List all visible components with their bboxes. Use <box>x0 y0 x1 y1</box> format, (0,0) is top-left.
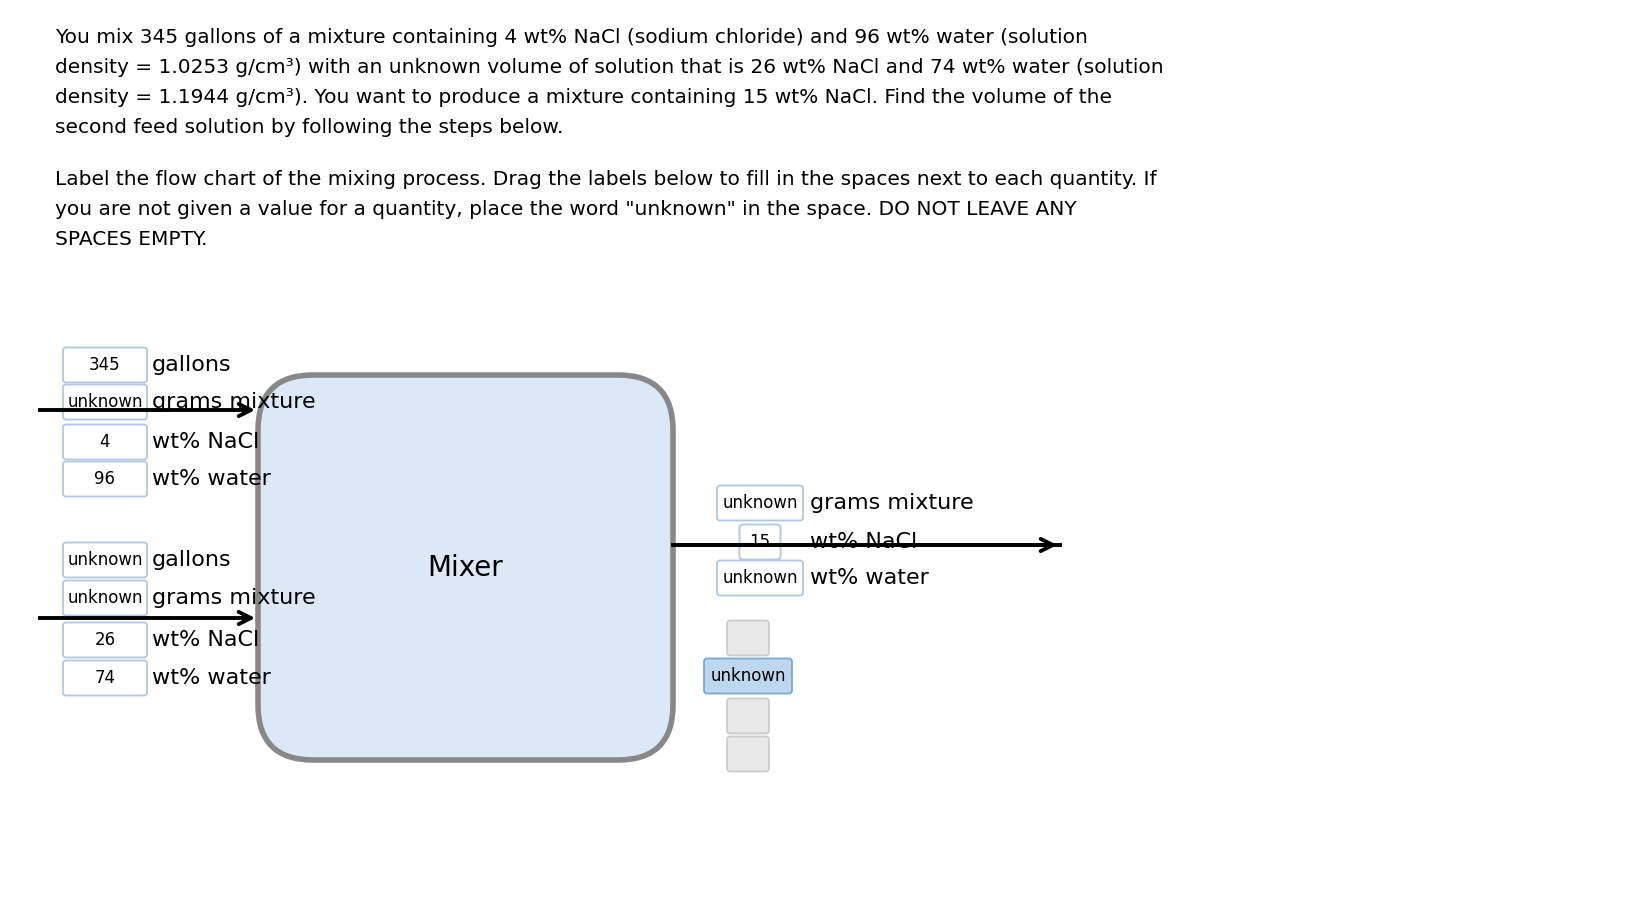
Text: Label the flow chart of the mixing process. Drag the labels below to fill in the: Label the flow chart of the mixing proce… <box>55 170 1156 189</box>
Text: unknown: unknown <box>67 589 143 607</box>
FancyBboxPatch shape <box>717 485 802 521</box>
Text: wt% NaCl: wt% NaCl <box>152 630 259 650</box>
Text: wt% water: wt% water <box>810 568 929 588</box>
Text: gallons: gallons <box>152 550 231 570</box>
FancyBboxPatch shape <box>738 525 781 559</box>
FancyBboxPatch shape <box>64 543 147 578</box>
FancyBboxPatch shape <box>64 623 147 657</box>
Text: you are not given a value for a quantity, place the word "unknown" in the space.: you are not given a value for a quantity… <box>55 200 1076 219</box>
FancyBboxPatch shape <box>727 699 768 734</box>
Text: gallons: gallons <box>152 355 231 375</box>
Text: SPACES EMPTY.: SPACES EMPTY. <box>55 230 207 249</box>
Text: grams mixture: grams mixture <box>152 392 316 412</box>
Text: 26: 26 <box>95 631 116 649</box>
Text: 96: 96 <box>95 470 116 488</box>
Text: density = 1.1944 g/cm³). You want to produce a mixture containing 15 wt% NaCl. F: density = 1.1944 g/cm³). You want to pro… <box>55 88 1112 107</box>
Text: Mixer: Mixer <box>427 554 504 581</box>
Text: You mix 345 gallons of a mixture containing 4 wt% NaCl (sodium chloride) and 96 : You mix 345 gallons of a mixture contain… <box>55 28 1087 47</box>
Text: 345: 345 <box>90 356 121 374</box>
FancyBboxPatch shape <box>704 658 792 693</box>
FancyBboxPatch shape <box>258 375 673 760</box>
FancyBboxPatch shape <box>64 580 147 615</box>
FancyBboxPatch shape <box>727 621 768 656</box>
Text: unknown: unknown <box>722 569 797 587</box>
FancyBboxPatch shape <box>64 425 147 459</box>
Text: second feed solution by following the steps below.: second feed solution by following the st… <box>55 118 562 137</box>
FancyBboxPatch shape <box>64 348 147 382</box>
Text: wt% water: wt% water <box>152 469 271 489</box>
FancyBboxPatch shape <box>64 384 147 419</box>
Text: wt% water: wt% water <box>152 668 271 688</box>
FancyBboxPatch shape <box>727 736 768 771</box>
Text: 4: 4 <box>99 433 111 451</box>
Text: unknown: unknown <box>67 393 143 411</box>
Text: wt% NaCl: wt% NaCl <box>810 532 916 552</box>
Text: wt% NaCl: wt% NaCl <box>152 432 259 452</box>
Text: grams mixture: grams mixture <box>810 493 973 513</box>
FancyBboxPatch shape <box>64 660 147 695</box>
Text: unknown: unknown <box>722 494 797 512</box>
Text: unknown: unknown <box>709 667 786 685</box>
Text: density = 1.0253 g/cm³) with an unknown volume of solution that is 26 wt% NaCl a: density = 1.0253 g/cm³) with an unknown … <box>55 58 1162 77</box>
Text: 74: 74 <box>95 669 116 687</box>
Text: grams mixture: grams mixture <box>152 588 316 608</box>
Text: unknown: unknown <box>67 551 143 569</box>
Text: 15: 15 <box>748 533 769 551</box>
FancyBboxPatch shape <box>64 461 147 496</box>
FancyBboxPatch shape <box>717 560 802 595</box>
